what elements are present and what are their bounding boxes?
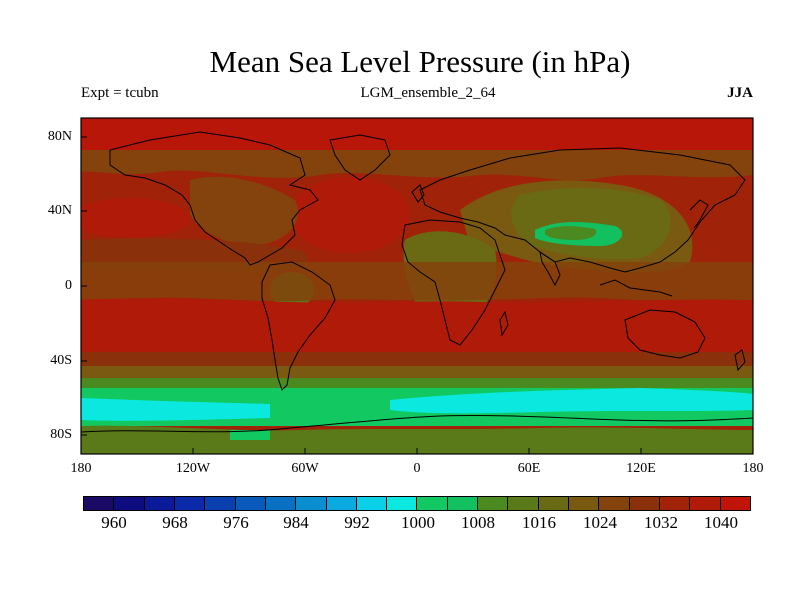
coast-antarctica [81,414,753,433]
x-tick-label-120w: 120W [175,461,211,476]
colorbar-cell [478,497,509,510]
coast-eurasia [419,147,746,273]
chart-title: Mean Sea Level Pressure (in hPa) [209,44,631,79]
y-tick-label-0: 0 [65,278,72,293]
field-pacific-high [81,198,190,238]
field-so-low-east [390,388,753,414]
x-tick-label-60e: 60E [517,461,541,476]
tick-marks [81,136,642,454]
field-band-1012 [81,378,753,388]
colorbar-cell [538,497,569,510]
field-north-america [190,176,299,246]
colorbar-cell [690,497,721,510]
x-tick-label-60w: 60W [291,461,319,476]
x-tick-label-120e: 120E [626,461,656,476]
colorbar-cell [326,497,357,510]
colorbar-label: 1000 [401,513,435,532]
colorbar-cell [356,497,388,510]
field-band-1020 [81,366,753,378]
colorbar-cell [265,497,297,510]
coast-south-america [261,261,336,391]
colorbar-cell [720,497,750,510]
colorbar-cell [144,497,175,510]
coast-australia [624,309,706,359]
field-arctic [81,118,753,150]
field-antarctic-low [230,430,270,440]
colorbar-cell [599,497,630,510]
coastlines [81,131,753,433]
coast-madagascar [499,310,509,337]
coast-greenland [329,134,391,181]
y-tick-label-80n: 80N [47,129,72,144]
coast-uk [411,184,425,203]
x-tick-label-180e: 180 [742,461,764,476]
field-atlantic-high [290,177,410,253]
colorbar-label: 992 [344,513,370,532]
y-tick-label-40s: 40S [50,353,72,368]
colorbar-cell [205,497,236,510]
colorbar-cell [235,497,266,510]
colorbar-label: 1008 [461,513,495,532]
colorbar-label: 968 [162,513,188,532]
colorbar-cell [569,497,600,510]
colorbar-label: 1016 [522,513,556,532]
coast-nz [734,349,746,372]
ensemble-label: LGM_ensemble_2_64 [360,85,496,101]
colorbar-cell [174,497,206,510]
colorbar-label: 1032 [644,513,678,532]
x-tick-label-180w: 180 [70,461,92,476]
colorbar-cell [447,497,479,510]
colorbar-label: 984 [283,513,309,532]
coast-indonesia [599,279,673,297]
colorbar-label: 960 [101,513,127,532]
colorbar-label: 1040 [704,513,738,532]
coast-africa [401,219,506,346]
colorbar-cell [417,497,448,510]
colorbar-cell [114,497,145,510]
colorbar-cell [84,497,115,510]
colorbar-cell [387,497,418,510]
season-label: JJA [727,85,753,101]
field-band-1028 [81,352,753,366]
y-tick-label-80s: 80S [50,427,72,442]
field-tibet-core [545,226,597,240]
colorbar-label: 1024 [583,513,617,532]
colorbar-cell [659,497,691,510]
field-sh-high [81,298,753,355]
colorbar [83,496,751,511]
colorbar-cell [296,497,327,510]
coast-north-america [109,131,319,266]
experiment-label: Expt = tcubn [81,85,159,101]
colorbar-cell [629,497,660,510]
coast-japan [689,199,709,229]
coast-india [539,250,561,287]
y-tick-label-40n: 40N [47,203,72,218]
field-equatorial [81,262,753,303]
field-nh-midlat [81,150,753,181]
field-so-low-west [81,398,270,421]
colorbar-cell [508,497,539,510]
x-tick-label-0: 0 [413,461,421,476]
colorbar-label: 976 [223,513,249,532]
